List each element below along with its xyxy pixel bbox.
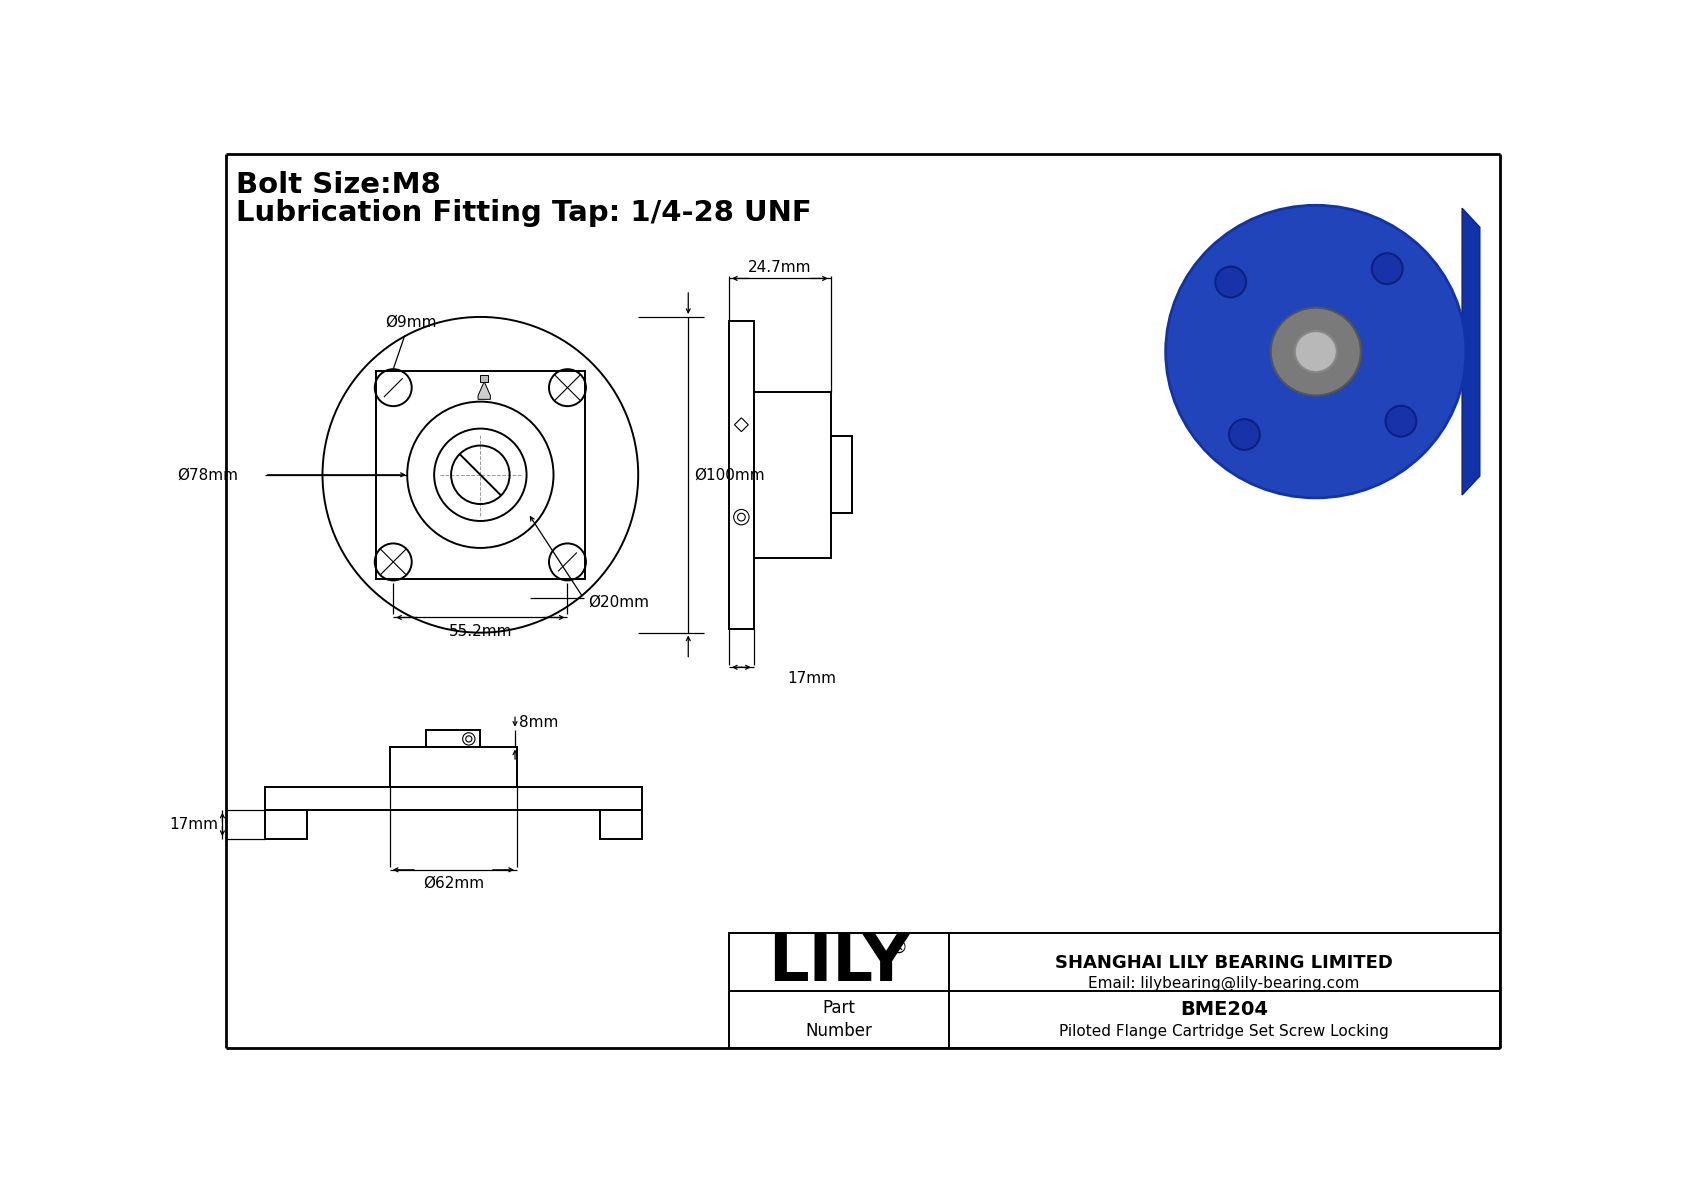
Bar [264, 786, 642, 810]
Text: Piloted Flange Cartridge Set Screw Locking: Piloted Flange Cartridge Set Screw Locki… [1059, 1023, 1389, 1039]
Text: 17mm: 17mm [170, 817, 219, 831]
Circle shape [1386, 406, 1416, 437]
Text: ®: ® [889, 939, 908, 956]
Text: Email: lilybearing@lily-bearing.com: Email: lilybearing@lily-bearing.com [1088, 977, 1361, 991]
Text: Ø20mm: Ø20mm [588, 594, 648, 610]
Circle shape [1229, 419, 1260, 450]
Bar [480, 375, 488, 381]
Text: Part
Number: Part Number [805, 999, 872, 1041]
Text: 55.2mm: 55.2mm [448, 624, 512, 638]
Circle shape [1216, 267, 1246, 298]
Polygon shape [1462, 208, 1480, 495]
Bar [600, 810, 642, 838]
Bar [264, 810, 306, 838]
Text: Ø62mm: Ø62mm [423, 875, 483, 891]
Bar [376, 370, 584, 579]
Text: SHANGHAI LILY BEARING LIMITED: SHANGHAI LILY BEARING LIMITED [1056, 954, 1393, 972]
Ellipse shape [1295, 331, 1337, 372]
Bar [830, 436, 852, 513]
Text: Ø78mm: Ø78mm [177, 467, 237, 482]
Bar [426, 730, 480, 747]
Text: LILY: LILY [768, 933, 909, 994]
Text: Bolt Size:M8: Bolt Size:M8 [236, 170, 441, 199]
Text: BME204: BME204 [1180, 999, 1268, 1018]
Bar [754, 392, 830, 557]
Circle shape [1372, 254, 1403, 285]
Bar [391, 747, 517, 786]
Text: 8mm: 8mm [519, 716, 557, 730]
Ellipse shape [1271, 307, 1361, 395]
Text: Ø100mm: Ø100mm [694, 467, 765, 482]
Ellipse shape [1165, 205, 1467, 498]
Bar [729, 933, 1500, 1048]
Text: Ø9mm: Ø9mm [386, 314, 438, 330]
Polygon shape [478, 381, 490, 399]
Bar [729, 320, 754, 629]
Text: Lubrication Fitting Tap: 1/4-28 UNF: Lubrication Fitting Tap: 1/4-28 UNF [236, 199, 812, 227]
Text: 24.7mm: 24.7mm [748, 260, 812, 275]
Text: 17mm: 17mm [788, 672, 837, 686]
